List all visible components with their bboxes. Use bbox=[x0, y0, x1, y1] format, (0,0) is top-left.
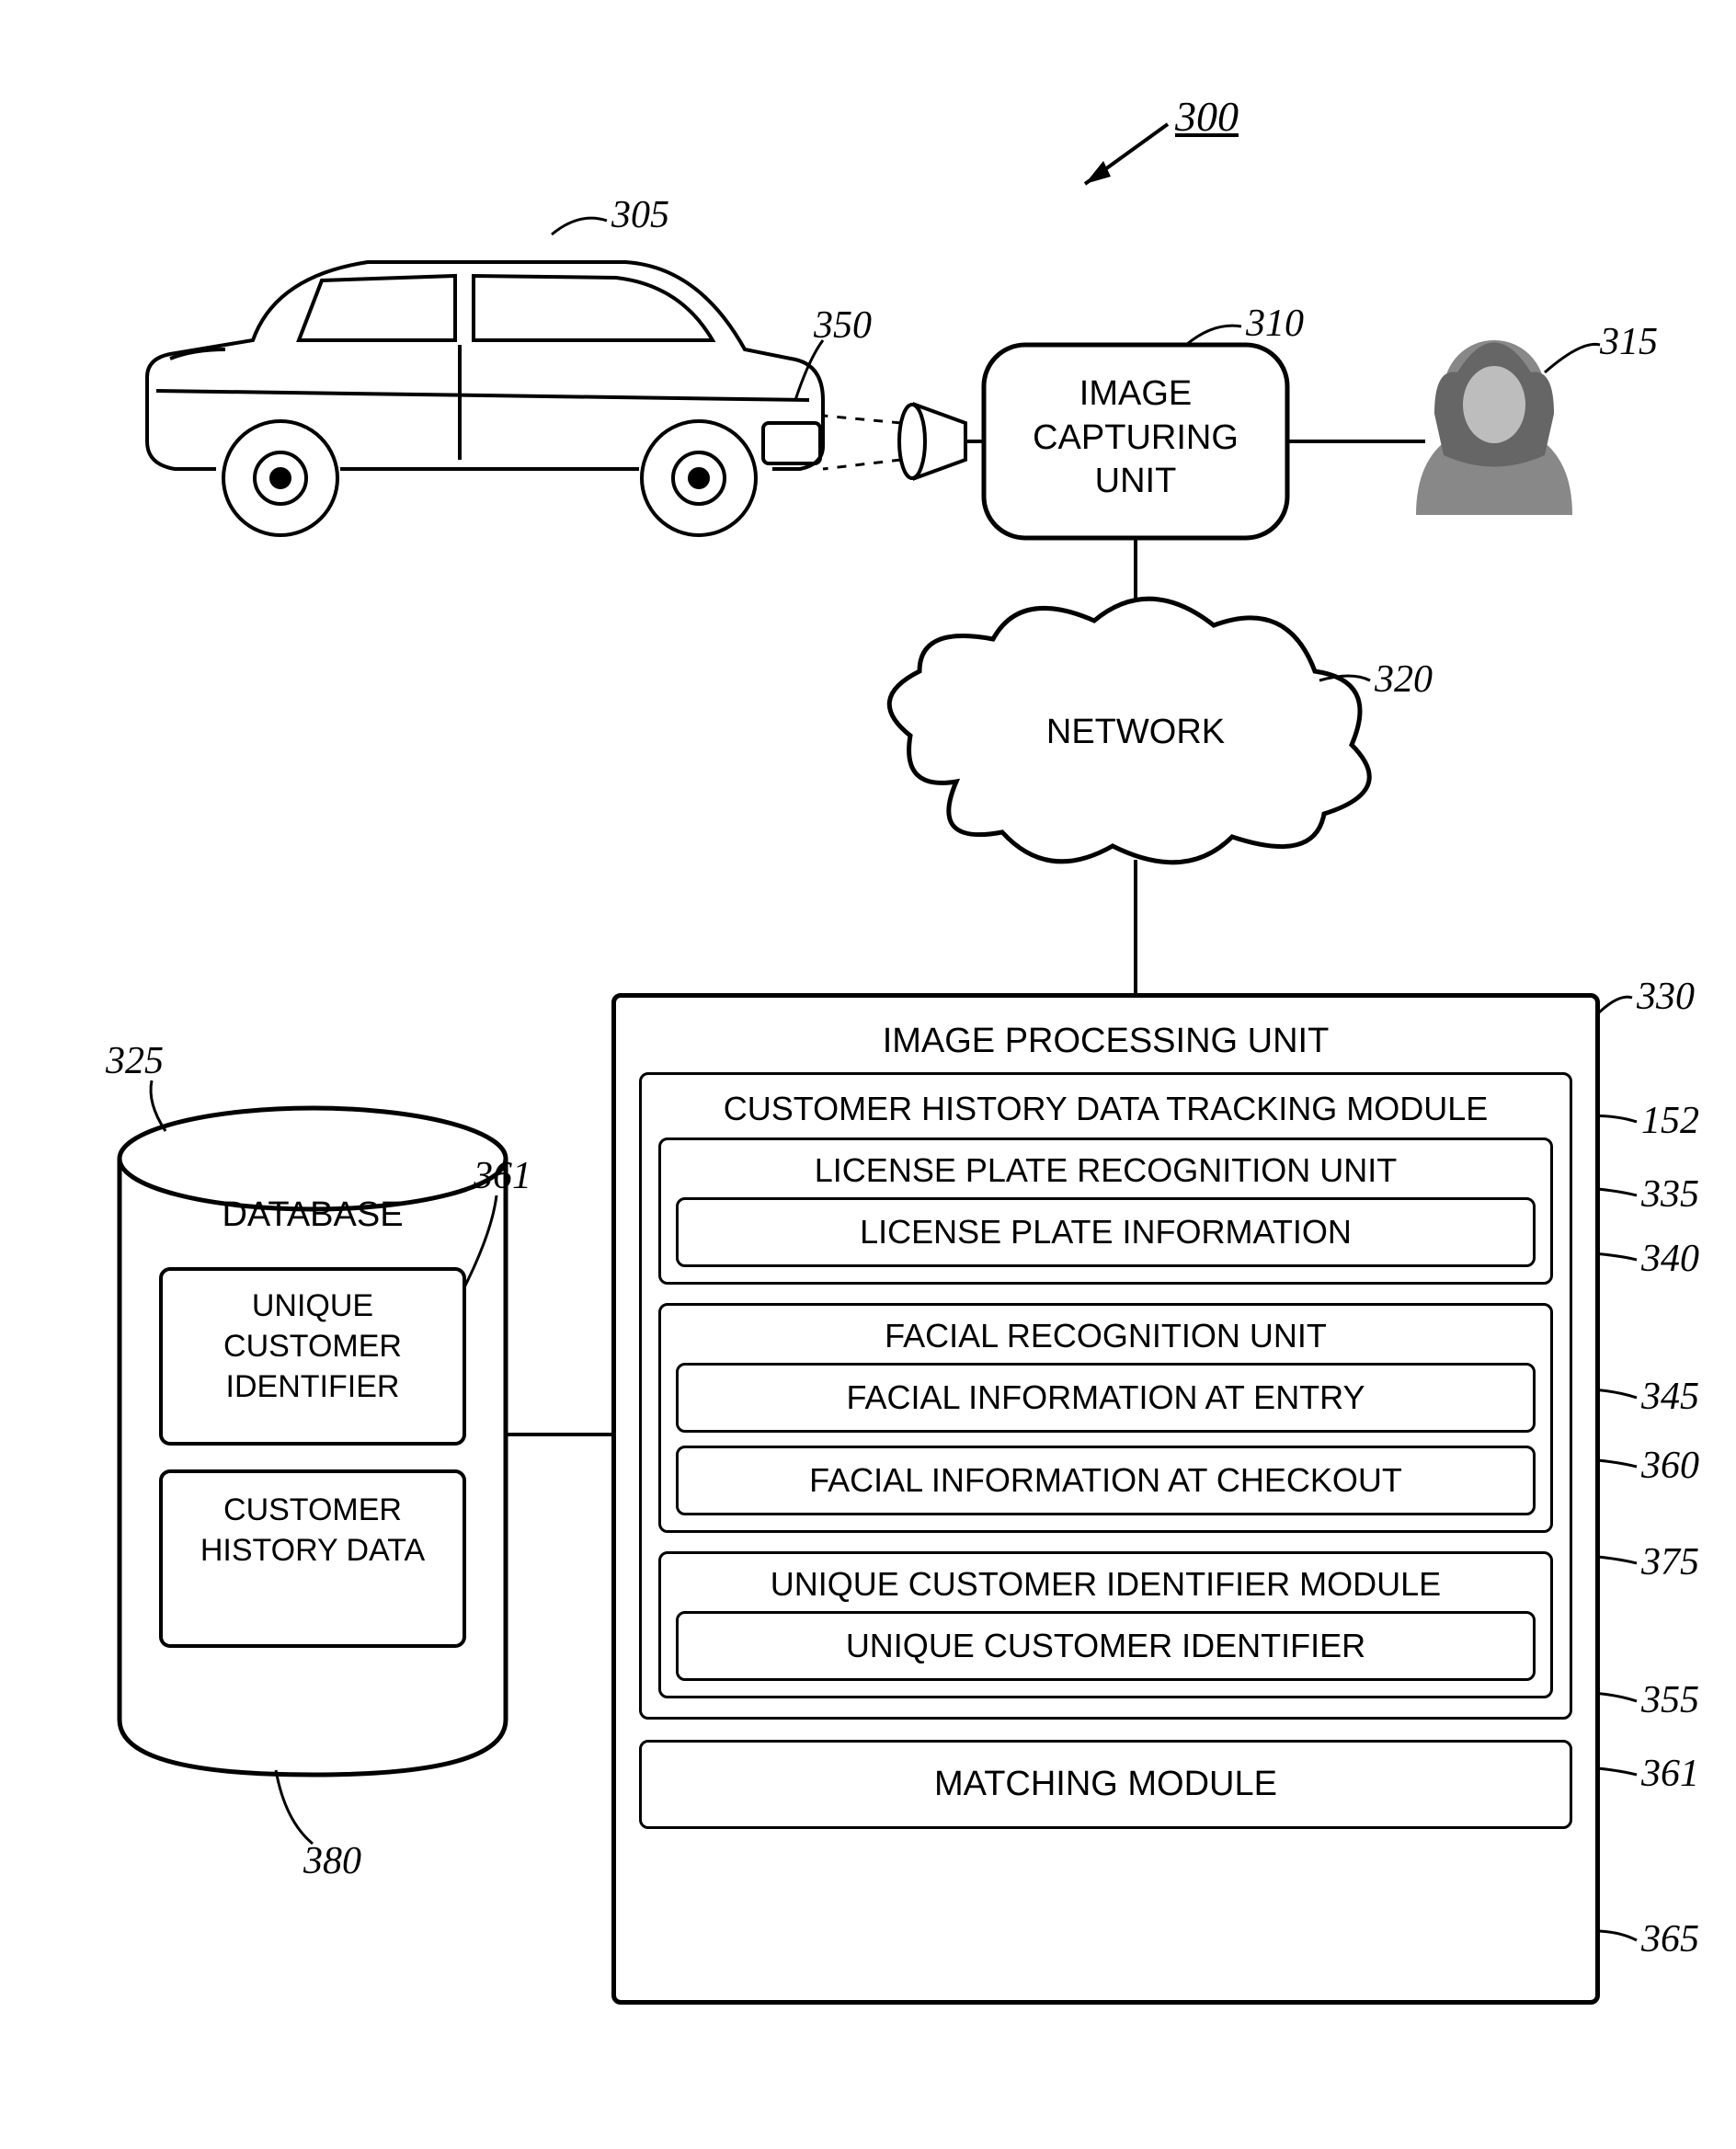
matching-box: MATCHING MODULE bbox=[639, 1740, 1572, 1829]
ipu-box: IMAGE PROCESSING UNIT CUSTOMER HISTORY D… bbox=[611, 993, 1600, 2005]
db-uci-label: UNIQUE CUSTOMER IDENTIFIER bbox=[175, 1286, 451, 1408]
ref-chd-db: 380 bbox=[303, 1839, 361, 1883]
ref-ucim: 355 bbox=[1641, 1678, 1699, 1722]
ref-tracking: 152 bbox=[1641, 1099, 1699, 1143]
ref-matching: 365 bbox=[1641, 1917, 1699, 1961]
ref-fru: 345 bbox=[1641, 1375, 1699, 1419]
matching-label: MATCHING MODULE bbox=[934, 1765, 1277, 1804]
ref-fic: 375 bbox=[1641, 1540, 1699, 1584]
ref-uci: 361 bbox=[1641, 1752, 1699, 1796]
ref-person: 315 bbox=[1600, 320, 1658, 364]
ref-fie: 360 bbox=[1641, 1444, 1699, 1488]
ref-ipu: 330 bbox=[1637, 975, 1695, 1019]
database-label: DATABASE bbox=[175, 1195, 451, 1235]
ref-lpru: 335 bbox=[1641, 1172, 1699, 1217]
fic-box: FACIAL INFORMATION AT CHECKOUT bbox=[676, 1446, 1536, 1515]
ref-plate: 350 bbox=[814, 303, 872, 348]
ref-network: 320 bbox=[1375, 657, 1433, 702]
camera-sight-lines bbox=[823, 416, 901, 469]
ucim-box: UNIQUE CUSTOMER IDENTIFIER MODULE UNIQUE… bbox=[658, 1551, 1553, 1698]
fru-label: FACIAL RECOGNITION UNIT bbox=[885, 1317, 1327, 1355]
db-chd-label: CUSTOMER HISTORY DATA bbox=[175, 1490, 451, 1571]
figure-ref: 300 bbox=[1175, 92, 1239, 141]
fru-box: FACIAL RECOGNITION UNIT FACIAL INFORMATI… bbox=[658, 1303, 1553, 1533]
fie-box: FACIAL INFORMATION AT ENTRY bbox=[676, 1363, 1536, 1433]
person-icon bbox=[1416, 340, 1572, 515]
icu-label: IMAGE CAPTURING UNIT bbox=[1002, 372, 1269, 504]
lpi-box: LICENSE PLATE INFORMATION bbox=[676, 1197, 1536, 1267]
network-label: NETWORK bbox=[1016, 713, 1255, 752]
ref-database: 325 bbox=[106, 1039, 164, 1083]
uci-box: UNIQUE CUSTOMER IDENTIFIER bbox=[676, 1611, 1536, 1681]
tracking-label: CUSTOMER HISTORY DATA TRACKING MODULE bbox=[724, 1090, 1488, 1128]
ref-uci-db: 361 bbox=[474, 1154, 531, 1198]
car-icon bbox=[147, 262, 823, 535]
camera-icon bbox=[899, 405, 965, 478]
lpru-box: LICENSE PLATE RECOGNITION UNIT LICENSE P… bbox=[658, 1137, 1553, 1285]
ref-icu: 310 bbox=[1246, 302, 1304, 346]
diagram-canvas: 300 305 350 310 315 320 325 361 380 330 … bbox=[37, 37, 1699, 2112]
lpi-label: LICENSE PLATE INFORMATION bbox=[860, 1213, 1352, 1252]
ref-lpi: 340 bbox=[1641, 1237, 1699, 1281]
ucim-label: UNIQUE CUSTOMER IDENTIFIER MODULE bbox=[771, 1565, 1441, 1604]
fic-label: FACIAL INFORMATION AT CHECKOUT bbox=[809, 1461, 1402, 1500]
ref-car: 305 bbox=[611, 193, 669, 237]
uci-label: UNIQUE CUSTOMER IDENTIFIER bbox=[846, 1627, 1365, 1665]
ipu-label: IMAGE PROCESSING UNIT bbox=[639, 1022, 1572, 1061]
fie-label: FACIAL INFORMATION AT ENTRY bbox=[846, 1378, 1365, 1417]
tracking-box: CUSTOMER HISTORY DATA TRACKING MODULE LI… bbox=[639, 1072, 1572, 1720]
lpru-label: LICENSE PLATE RECOGNITION UNIT bbox=[815, 1151, 1397, 1190]
figure-ref-arrow bbox=[1085, 124, 1168, 184]
